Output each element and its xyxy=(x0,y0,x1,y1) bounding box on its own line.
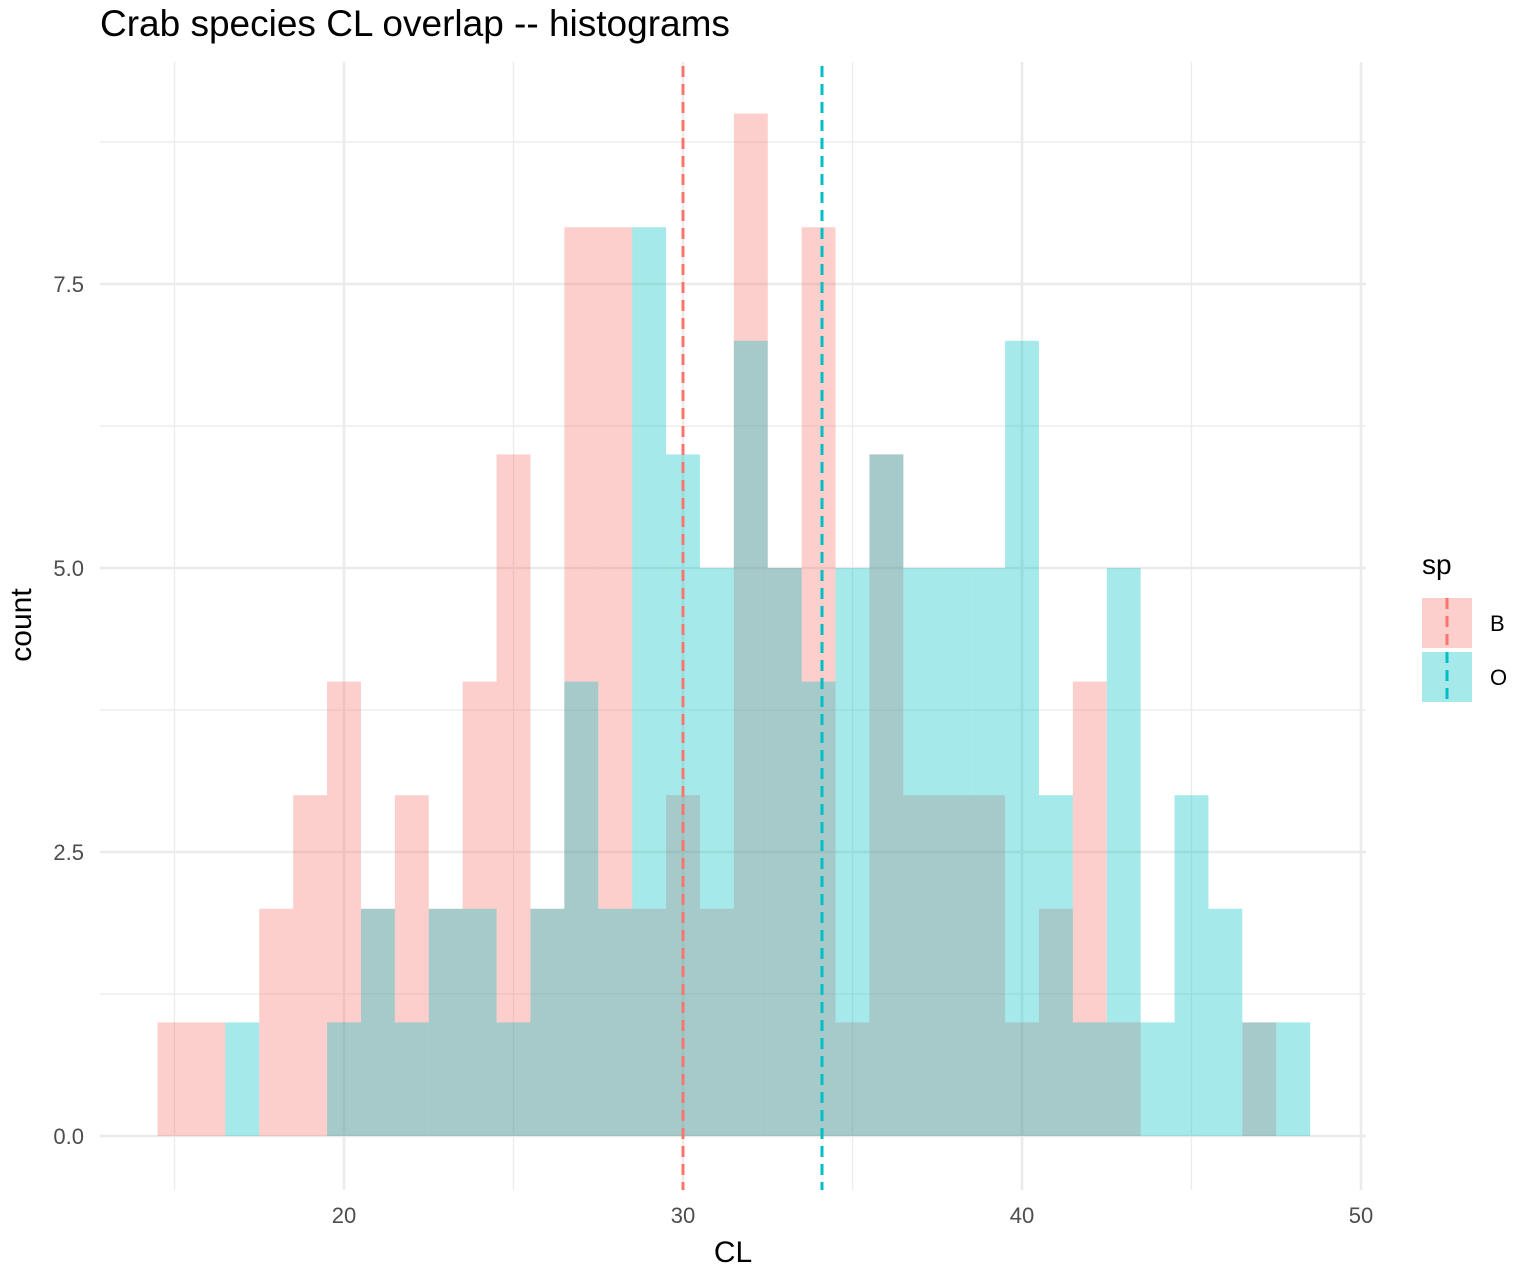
legend-title: sp xyxy=(1422,549,1452,580)
bar-o xyxy=(1208,908,1243,1136)
bar-b xyxy=(259,908,294,1136)
bar-o xyxy=(767,568,802,1136)
bar-o xyxy=(496,1022,531,1136)
bar-o xyxy=(1106,568,1141,1136)
bar-o xyxy=(801,681,836,1136)
bar-o xyxy=(869,454,904,1136)
bar-b xyxy=(971,795,1006,1136)
legend-key-o xyxy=(1422,652,1472,702)
x-tick-label: 40 xyxy=(1010,1203,1034,1228)
bar-o xyxy=(903,568,938,1136)
bar-o xyxy=(428,908,463,1136)
grid-minor xyxy=(100,62,1366,1190)
y-tick-label: 2.5 xyxy=(53,840,84,865)
bar-o xyxy=(360,908,395,1136)
histogram-bars xyxy=(157,113,1311,1137)
bar-b xyxy=(733,113,768,1137)
bar-o xyxy=(564,681,599,1136)
bar-b xyxy=(428,908,463,1136)
x-axis-title: CL xyxy=(714,1236,752,1269)
bar-o xyxy=(835,568,870,1136)
chart-title: Crab species CL overlap -- histograms xyxy=(100,3,730,44)
bar-b xyxy=(1038,908,1073,1136)
bar-b xyxy=(903,795,938,1136)
bar-o xyxy=(1242,1022,1277,1136)
bar-b xyxy=(699,908,734,1136)
bar-o xyxy=(530,908,565,1136)
bar-b xyxy=(360,908,395,1136)
bar-b xyxy=(530,908,565,1136)
bar-b xyxy=(157,1022,192,1136)
bar-o xyxy=(327,1022,361,1136)
y-tick-label: 0.0 xyxy=(53,1124,84,1149)
bar-o xyxy=(598,908,633,1136)
bar-o xyxy=(1140,1022,1175,1136)
bar-o xyxy=(632,227,667,1136)
bar-o xyxy=(462,908,497,1136)
bar-b xyxy=(1005,1022,1039,1136)
bar-o xyxy=(971,568,1006,1136)
bar-b xyxy=(598,227,633,1136)
bar-b xyxy=(632,908,667,1136)
bar-b xyxy=(1242,1022,1277,1136)
legend-key-b xyxy=(1422,598,1472,648)
bar-b xyxy=(293,795,328,1136)
legend: sp BO xyxy=(1422,549,1507,702)
legend-label: O xyxy=(1490,665,1507,690)
bar-o xyxy=(1174,795,1209,1136)
bar-b xyxy=(462,681,497,1136)
legend-label: B xyxy=(1490,611,1505,636)
y-axis-ticks: 0.0 2.5 5.0 7.5 xyxy=(53,272,84,1149)
bar-o xyxy=(1072,1022,1107,1136)
y-tick-label: 5.0 xyxy=(53,556,84,581)
bar-b xyxy=(327,681,361,1136)
bar-b xyxy=(1106,1022,1141,1136)
bar-o xyxy=(1005,340,1039,1136)
y-tick-label: 7.5 xyxy=(53,272,84,297)
x-tick-label: 30 xyxy=(671,1203,695,1228)
bar-b xyxy=(191,1022,226,1136)
bar-b xyxy=(869,454,904,1136)
bar-b xyxy=(767,568,802,1136)
bar-o xyxy=(733,340,768,1136)
bar-b xyxy=(564,227,599,1136)
bar-o xyxy=(699,568,734,1136)
bar-b xyxy=(394,795,429,1136)
bar-o xyxy=(937,568,972,1136)
legend-items: BO xyxy=(1422,598,1507,702)
x-tick-label: 50 xyxy=(1349,1203,1373,1228)
x-tick-label: 20 xyxy=(332,1203,356,1228)
bar-b xyxy=(835,1022,870,1136)
bar-o xyxy=(1038,795,1073,1136)
bar-b xyxy=(937,795,972,1136)
bar-b xyxy=(801,227,836,1136)
bar-b xyxy=(1072,681,1107,1136)
bar-o xyxy=(394,1022,429,1136)
bar-o xyxy=(1276,1022,1311,1136)
bar-o xyxy=(225,1022,260,1136)
y-axis-title: count xyxy=(5,588,38,662)
x-axis-ticks: 20 30 40 50 xyxy=(332,1203,1373,1228)
mean-lines xyxy=(681,66,824,1190)
bar-b xyxy=(496,454,531,1136)
